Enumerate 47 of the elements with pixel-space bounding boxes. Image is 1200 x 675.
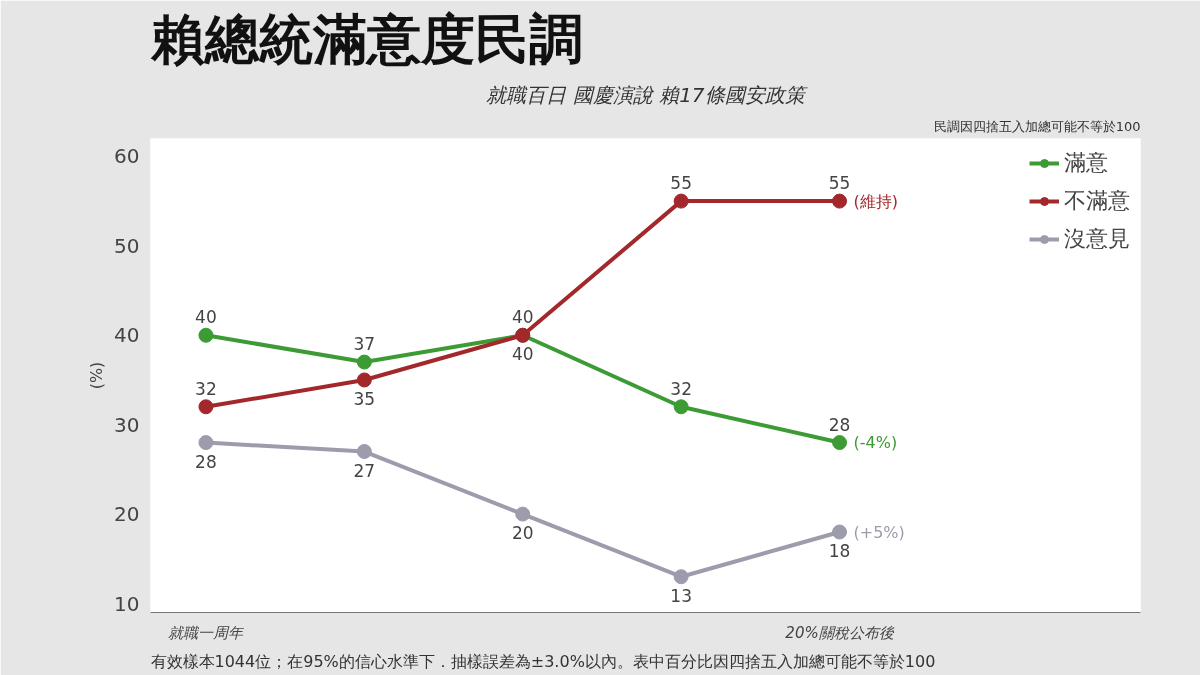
data-label: 32 (670, 378, 692, 399)
annotation: (-4%) (853, 433, 898, 453)
legend-label: 不滿意 (1064, 187, 1130, 215)
point (673, 193, 689, 209)
point (515, 506, 531, 522)
point (673, 569, 689, 585)
data-label: 32 (195, 378, 217, 399)
point (356, 444, 372, 460)
data-label: 27 (353, 460, 376, 481)
point (198, 435, 214, 451)
data-label: 13 (670, 585, 692, 606)
data-label: 28 (195, 451, 217, 472)
data-label: 28 (828, 414, 851, 435)
text: 有效樣本1044位；在95%的信心水準下．抽樣誤差為±3.0%以內。表中百分比因四捨五入加總可能不等於100 (150, 651, 936, 671)
data-label: 55 (828, 173, 851, 194)
point (673, 399, 689, 415)
y-tick-label: 60 (114, 144, 140, 169)
y-tick-label: 10 (114, 591, 140, 616)
y-axis-title: (%) (87, 361, 107, 390)
data-label: 40 (511, 344, 534, 365)
annotation: (維持) (853, 191, 899, 211)
point (832, 193, 848, 209)
y-tick-label: 30 (114, 412, 140, 437)
y-tick-label: 50 (114, 233, 140, 258)
data-label: 20 (511, 523, 534, 544)
chart-title: 賴總統滿意度民調 (149, 7, 583, 71)
data-label: 40 (511, 307, 534, 328)
annotation: (+5%) (853, 522, 905, 542)
data-label: 35 (353, 388, 376, 409)
text: 民調因四捨五入加總可能不等於100 (933, 118, 1141, 134)
chart-subtitle: 就職百日 國慶演說 賴17條國安政策 (486, 82, 808, 107)
y-tick-label: 40 (114, 323, 140, 348)
legend-label: 沒意見 (1064, 225, 1130, 253)
data-label: 40 (195, 307, 217, 328)
data-label: 18 (828, 541, 851, 562)
data-label: 55 (670, 173, 692, 194)
point (198, 399, 214, 415)
legend-label: 滿意 (1064, 149, 1108, 177)
point (198, 327, 214, 343)
point (356, 372, 372, 388)
point (832, 435, 848, 451)
x-tick-label: 就職一周年 (168, 623, 246, 642)
point (356, 354, 372, 370)
data-label: 37 (353, 334, 376, 355)
y-tick-label: 20 (114, 502, 140, 527)
point (832, 524, 848, 540)
x-tick-label: 20%關稅公布後 (785, 623, 895, 642)
